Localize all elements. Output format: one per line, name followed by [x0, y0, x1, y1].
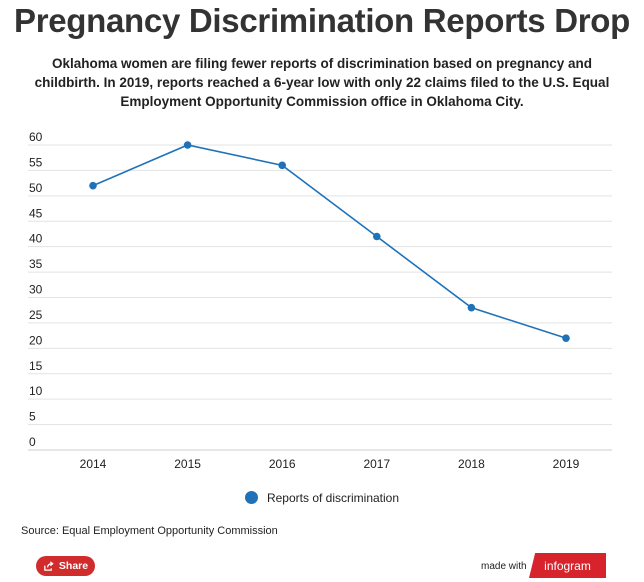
x-tick-label-2015: 2015: [174, 457, 201, 471]
y-tick-label-0: 0: [29, 435, 36, 449]
infogram-logo-link[interactable]: infogram: [529, 553, 606, 578]
chart-subtitle: Oklahoma women are filing fewer reports …: [34, 56, 610, 109]
source-note: Source: Equal Employment Opportunity Com…: [21, 525, 278, 537]
y-tick-label-35: 35: [29, 257, 43, 271]
y-tick-label-60: 60: [29, 130, 43, 144]
x-tick-label-2019: 2019: [553, 457, 580, 471]
y-tick-label-5: 5: [29, 410, 36, 424]
data-point-2015[interactable]: [183, 141, 192, 149]
x-tick-label-2016: 2016: [269, 457, 296, 471]
legend-label: Reports of discrimination: [266, 491, 400, 505]
series-line-0: [92, 144, 567, 339]
y-tick-label-10: 10: [29, 384, 43, 398]
y-tick-label-45: 45: [29, 206, 43, 220]
y-tick-label-20: 20: [29, 333, 43, 347]
x-tick-label-2014: 2014: [80, 457, 107, 471]
share-label: Share: [58, 560, 89, 572]
legend-marker: [244, 491, 258, 504]
data-point-2019[interactable]: [562, 334, 570, 342]
y-tick-label-50: 50: [29, 181, 43, 195]
legend: Reports of discrimination: [0, 491, 644, 505]
y-axis-ticks: 0 5 10 15 20 25 30 35 40 45 50 55 60: [29, 130, 43, 449]
series-layer: [89, 141, 570, 342]
x-tick-label-2017: 2017: [363, 457, 390, 471]
y-tick-label-25: 25: [29, 308, 43, 322]
data-point-2017[interactable]: [373, 232, 381, 241]
grid-lines: [28, 144, 612, 451]
y-tick-label-40: 40: [29, 232, 43, 246]
share-icon: [44, 560, 54, 571]
y-tick-label-15: 15: [29, 359, 43, 373]
chart-title: Pregnancy Discrimination Reports Drop: [13, 2, 631, 39]
data-point-2018[interactable]: [467, 303, 476, 312]
y-tick-label-30: 30: [29, 283, 43, 297]
x-tick-label-2018: 2018: [458, 457, 485, 471]
x-axis-ticks: 2014 2015 2016 2017 2018 2019: [80, 457, 580, 471]
data-point-2016[interactable]: [278, 161, 287, 170]
y-tick-label-55: 55: [29, 155, 43, 169]
data-point-2014[interactable]: [89, 181, 97, 190]
share-button[interactable]: Share: [36, 556, 95, 576]
made-with-text: made with: [481, 561, 527, 572]
